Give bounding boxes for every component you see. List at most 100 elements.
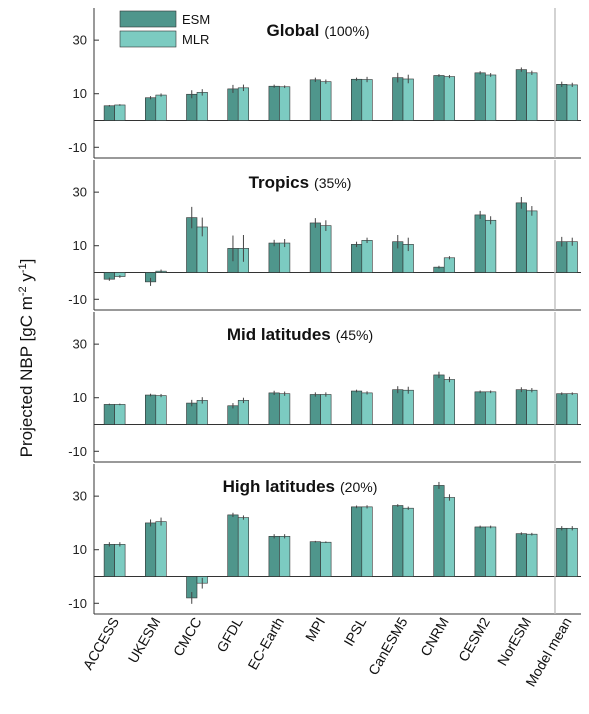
panel-title-share: (45%) [336,327,373,343]
y-axis-label-end: ] [17,259,36,264]
bar-mlr-access [114,104,126,121]
bar-esm-noresm [515,202,527,273]
category-label: CNRM [417,615,452,659]
bar-mlr-noresm [526,533,538,577]
category-label: UKESM [125,615,164,666]
bar-mlr-ec-earth [279,242,291,273]
bar-esm-noresm [515,389,527,425]
bar-mlr-ukesm [155,395,167,425]
panel-title-share: (35%) [314,175,351,191]
panel-title: Global (100%) [266,21,369,40]
panels: 30 10 -10 Global (100%) 30 10 -10 Tropics (35%) 30… [68,8,581,615]
bar-mlr-ec-earth [279,86,291,121]
y-tick-label: 30 [73,185,87,200]
panel-title-name: Mid latitudes [227,325,331,344]
bar-esm-cnrm [433,75,445,121]
bar-esm-ukesm [145,97,157,121]
panel-1: 30 10 -10 Tropics (35%) [68,160,581,311]
bar-esm-ipsl [350,506,363,577]
bar-mlr-ipsl [361,240,373,273]
bar-esm-ukesm [145,522,157,577]
category-label: MPI [302,615,328,645]
category-label: IPSL [340,614,369,648]
y-tick-label: -10 [68,444,87,459]
category-label: CESM2 [455,614,493,664]
bar-esm-ec-earth [268,536,280,577]
bar-esm-canesm5 [392,505,404,577]
bar-mlr-canesm5 [402,507,414,577]
panel-title-name: Tropics [249,173,309,192]
bar-esm-noresm [515,69,527,121]
bar-mlr-access [114,544,126,577]
bar-esm-access [103,544,115,577]
bar-mlr-gfdl [237,517,249,577]
bar-mlr-ipsl [361,392,373,425]
bar-esm-cmcc [186,402,198,425]
bar-esm-gfdl [227,514,239,577]
legend-swatch-esm [119,10,177,28]
category-label: EC-Earth [244,615,287,673]
category-label: CanESM5 [365,614,411,677]
y-tick-label: 10 [73,238,87,253]
panel-title-share: (100%) [324,23,369,39]
bar-mlr-access [114,404,126,425]
bar-mlr-cnrm [443,497,456,577]
bar-esm-access [103,404,115,425]
bar-esm-noresm [515,533,527,577]
bar-esm-ipsl [350,390,363,425]
bar-esm-ec-earth [268,242,280,273]
bar-esm-model-mean [556,393,568,425]
bar-esm-canesm5 [392,389,404,425]
panel-title: High latitudes (20%) [223,477,378,496]
bar-mlr-cesm2 [485,526,497,577]
y-tick-label: -10 [68,596,87,611]
bar-mlr-ipsl [361,79,373,121]
bar-esm-cesm2 [474,214,486,273]
bar-esm-gfdl [227,88,239,121]
bar-mlr-model-mean [566,84,578,121]
y-tick-label: 30 [73,337,87,352]
legend-label-mlr: MLR [182,32,209,47]
y-tick-label: 10 [73,390,87,405]
legend-label-esm: ESM [182,12,210,27]
panel-title-share: (20%) [340,479,377,495]
bar-mlr-cesm2 [485,391,497,425]
category-label: GFDL [213,614,246,655]
legend-swatch-mlr [119,30,177,48]
bar-esm-mpi [309,222,321,273]
bar-mlr-model-mean [566,241,578,273]
bar-mlr-model-mean [566,393,578,425]
bar-esm-mpi [309,541,321,577]
bar-esm-model-mean [556,527,568,577]
bar-mlr-cmcc [196,400,208,425]
legend: ESM MLR [118,10,230,50]
category-label: CMCC [170,615,205,659]
category-label: NorESM [494,615,534,669]
bar-mlr-cnrm [443,257,456,273]
bar-esm-gfdl [227,405,239,425]
bar-mlr-gfdl [237,400,249,425]
y-tick-label: 30 [73,33,87,48]
y-axis-label-mid: y [17,273,36,287]
y-axis-label: Projected NBP [gC m-2 y-1] [17,259,36,458]
bar-esm-cesm2 [474,72,486,121]
bar-esm-cnrm [433,485,445,577]
bar-esm-ec-earth [268,392,280,425]
y-axis-label-main: Projected NBP [gC m [17,296,36,457]
bar-mlr-cnrm [443,379,456,425]
bar-mlr-canesm5 [402,78,414,121]
bar-mlr-noresm [526,72,538,121]
y-axis-label-exp2: -1 [17,263,29,273]
bar-mlr-model-mean [566,527,578,577]
bar-mlr-mpi [320,541,332,577]
bar-esm-cesm2 [474,526,486,577]
y-tick-label: 10 [73,86,87,101]
bar-esm-ukesm [145,394,157,425]
bar-mlr-cnrm [443,76,456,121]
bar-mlr-ukesm [155,521,167,577]
panel-0: 30 10 -10 Global (100%) [68,8,581,159]
panel-title-name: Global [266,21,319,40]
bar-mlr-ec-earth [279,393,291,425]
